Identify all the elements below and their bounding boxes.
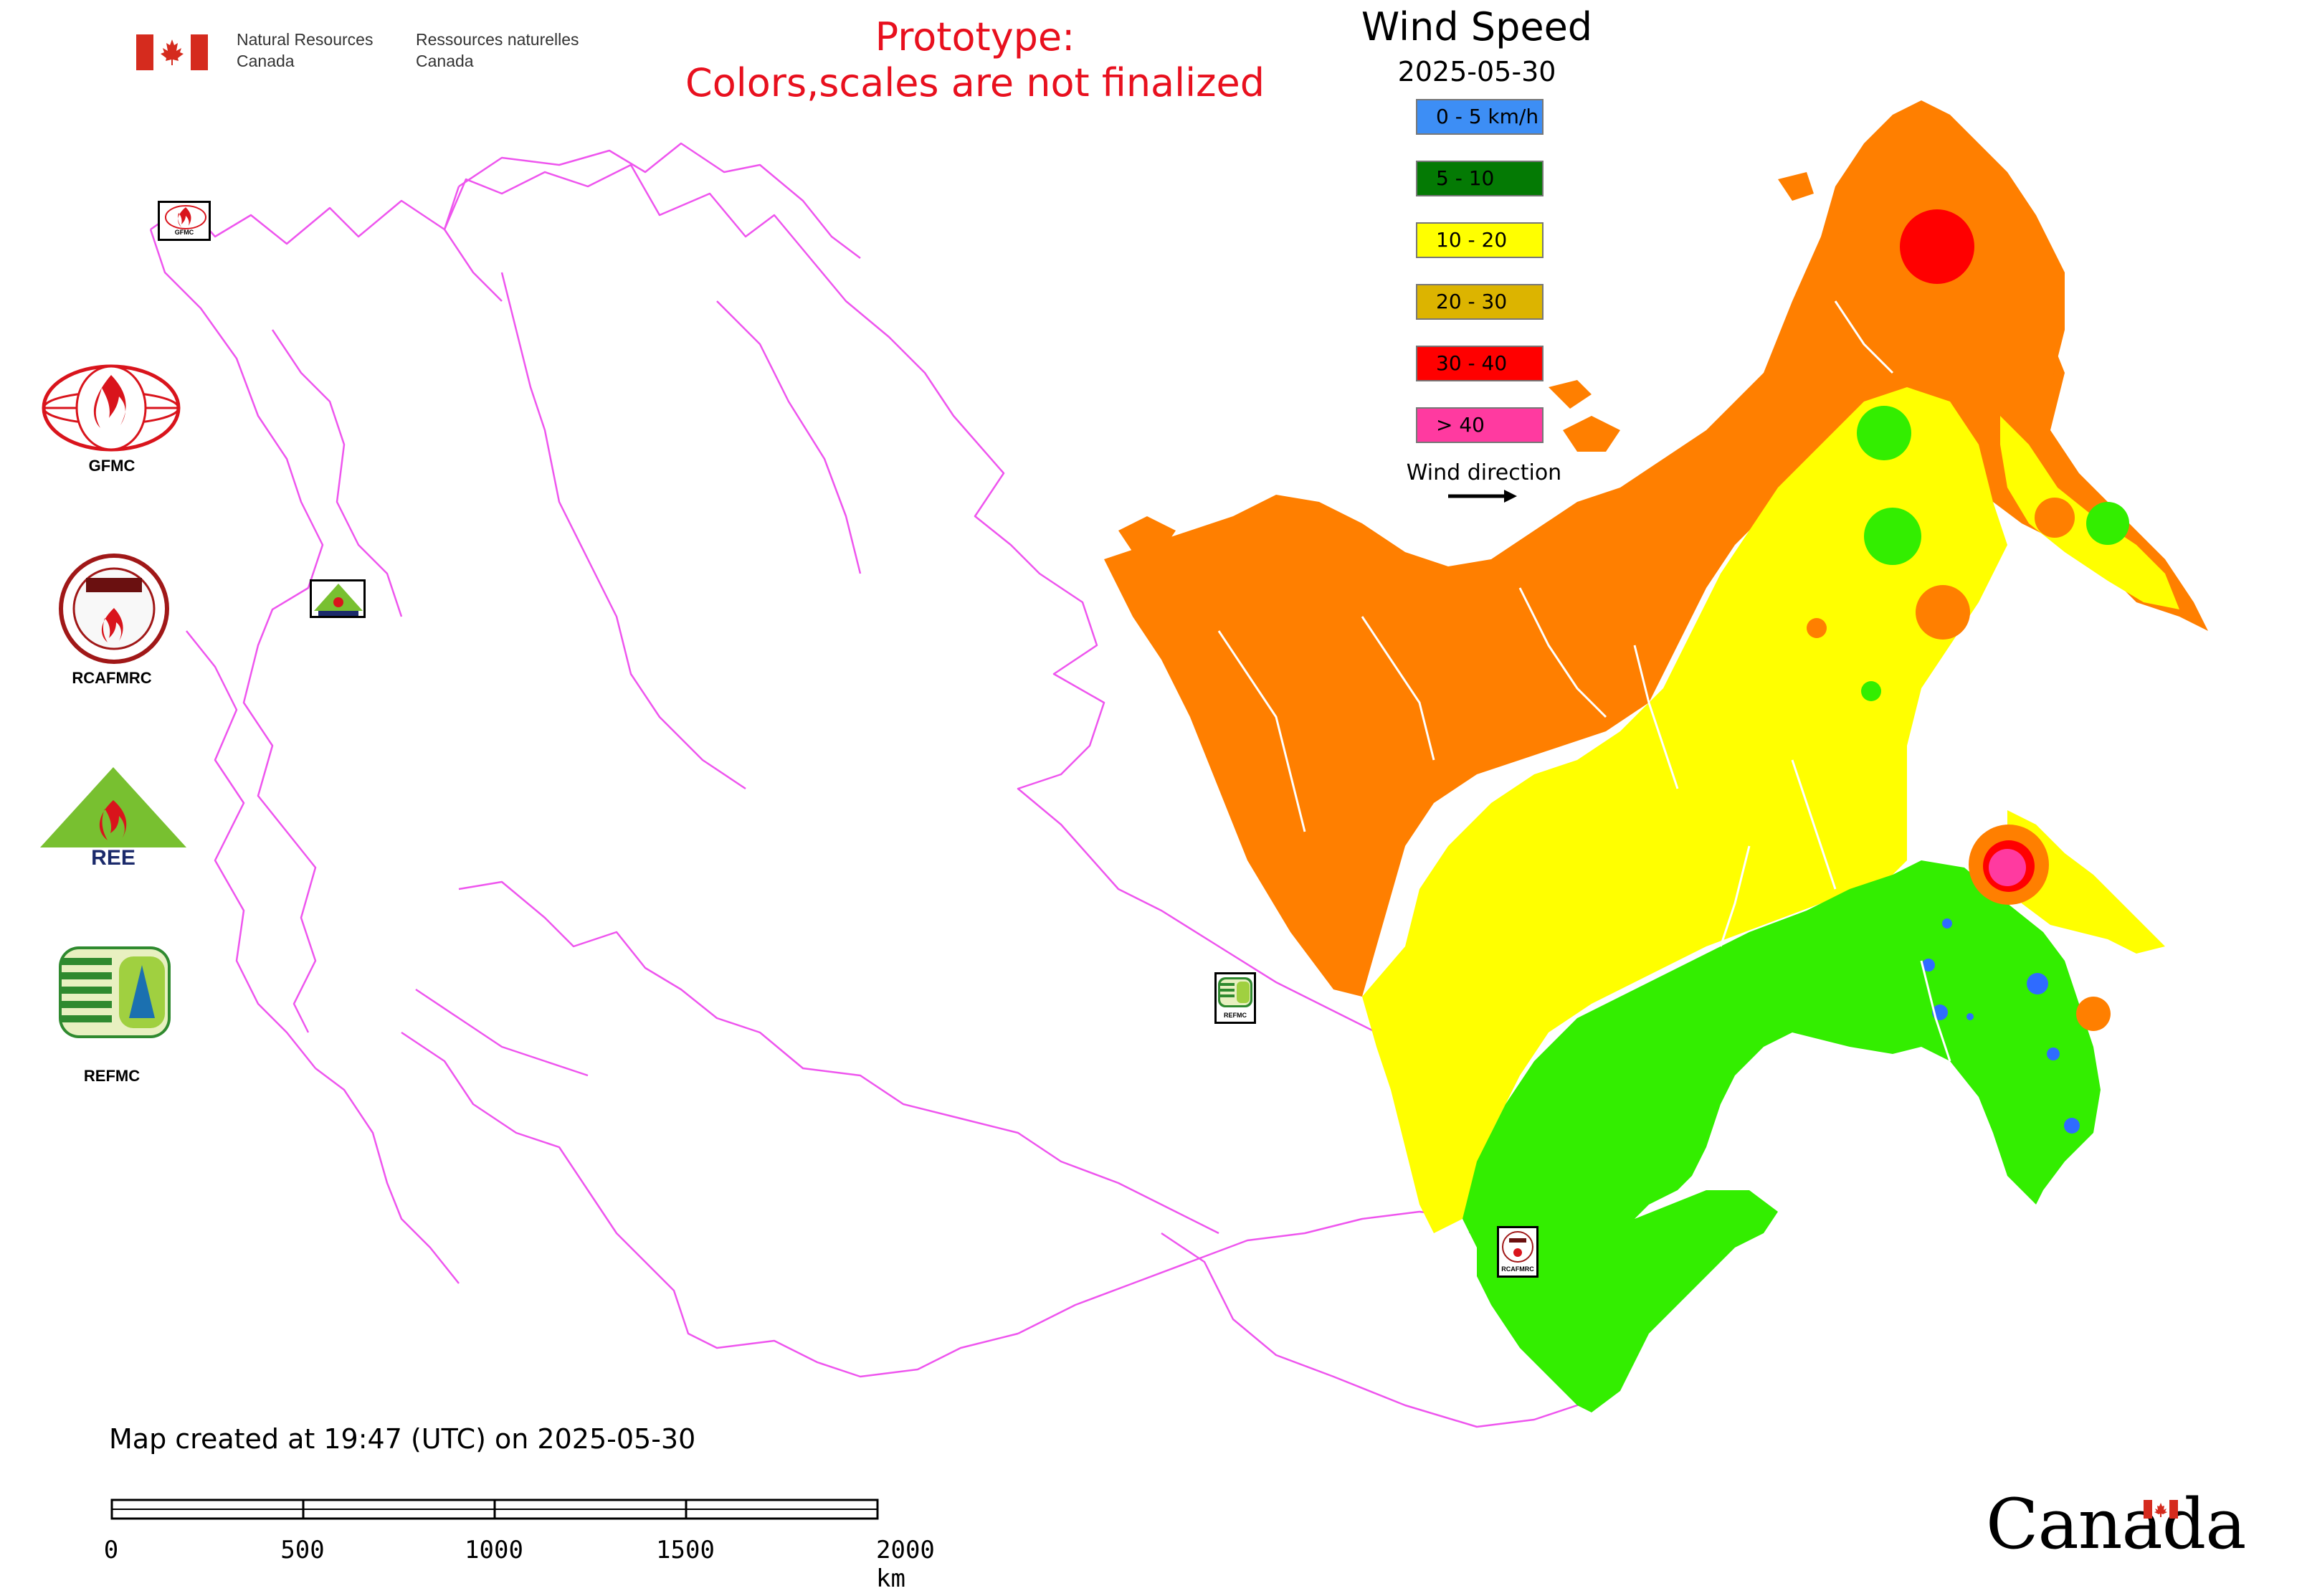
zone-blue-dot-3: [2027, 973, 2048, 994]
gfmc-logo-icon: [40, 362, 182, 457]
boundary-central-asia: [401, 1031, 1019, 1378]
nrcan-signature: Natural Resources Canada Ressources natu…: [136, 29, 602, 72]
map-marker-reefmc[interactable]: [310, 579, 366, 618]
country-boundaries: [149, 142, 1621, 1428]
zone-green-blob-3: [1861, 681, 1881, 701]
zone-orange-blob-3: [2035, 498, 2075, 538]
svg-text:REE: REE: [91, 846, 135, 870]
scale-label-1000: 1000: [465, 1536, 523, 1564]
zone-blue-dot-6: [2064, 1118, 2080, 1134]
gfmc-label: GFMC: [88, 457, 135, 475]
legend-item: 0 - 5 km/h: [1416, 99, 1544, 135]
map-creation-timestamp: Map created at 19:47 (UTC) on 2025-05-30: [109, 1423, 696, 1455]
boundary-siberia-inner: [500, 272, 746, 790]
zone-5-10-green: [1462, 860, 2101, 1412]
boundary-arctic-islands: [458, 142, 861, 259]
scale-label-0: 0: [103, 1536, 119, 1564]
wind-direction-label: Wind direction: [1406, 460, 1562, 485]
boundary-kazakhstan: [458, 880, 1219, 1235]
canada-flag-icon: [136, 34, 208, 70]
wind-direction-arrow-icon: [1448, 490, 1517, 503]
boundary-kola: [443, 186, 503, 302]
zone-10-20-yellow-kamchatka: [2000, 416, 2179, 609]
boundary-caucasus: [315, 1068, 460, 1284]
zone-10-20-yellow: [1362, 387, 2007, 1233]
legend-title: Wind Speed: [1361, 4, 1593, 49]
boundary-ural: [716, 300, 862, 574]
zone-orange-blob-1: [1916, 585, 1970, 640]
boundary-baltic: [271, 329, 403, 617]
boundary-europe-west: [186, 630, 316, 1069]
scale-label-2000: 2000 km: [876, 1536, 935, 1593]
zone-blue-dot-7: [1966, 1013, 1974, 1020]
zone-over-40-magenta: [1989, 849, 2026, 886]
zone-blue-dot-5: [2047, 1048, 2060, 1060]
arctic-islands: [1118, 172, 1814, 552]
map-marker-gfmc[interactable]: GFMC: [158, 201, 211, 241]
boundary-scandinavia: [149, 229, 324, 1033]
scale-bar: 0 500 1000 1500 2000 km: [100, 1498, 975, 1593]
hydrography: [1217, 300, 1951, 1062]
department-name-fr: Ressources naturelles Canada: [416, 30, 579, 70]
zone-30-40-red-north: [1900, 209, 1974, 284]
zone-20-30-orange: [1104, 158, 2208, 997]
zone-green-blob-2: [1864, 508, 1921, 565]
legend-item: 10 - 20: [1416, 222, 1544, 258]
zone-blue-dot-1: [1922, 959, 1935, 972]
legend-item: 5 - 10: [1416, 161, 1544, 196]
boundary-tajik: [415, 988, 589, 1077]
department-name-en: Natural Resources Canada: [237, 30, 374, 70]
zone-10-20-yellow-sakhalin: [2007, 810, 2165, 954]
refmc-label: REFMC: [83, 1067, 141, 1085]
map-marker-rcafmrc[interactable]: RCAFMRC: [1497, 1226, 1538, 1278]
legend-item: > 40: [1416, 407, 1544, 443]
boundary-china-north: [1161, 1232, 1621, 1428]
prototype-notice: Prototype: Colors,scales are not finaliz…: [685, 14, 1265, 105]
zone-orange-blob-2: [1807, 618, 1827, 638]
rcafmrc-label: RCAFMRC: [72, 669, 152, 687]
refmc-logo-icon: [59, 946, 171, 1041]
wind-speed-zones: [1104, 100, 2208, 1412]
zone-green-blob-1: [1857, 406, 1911, 460]
zone-blue-dot-2: [1942, 918, 1952, 928]
canada-wordmark-flag-icon: [2144, 1500, 2178, 1519]
scale-label-500: 500: [280, 1536, 325, 1564]
legend-date: 2025-05-30: [1397, 56, 1556, 87]
scale-bar-graphic: [110, 1498, 879, 1520]
zone-orange-blob-5: [2076, 997, 2111, 1031]
legend-item: 30 - 40: [1416, 346, 1544, 381]
canada-wordmark: Canada: [1986, 1484, 2246, 1564]
rcafmrc-logo-icon: [57, 552, 171, 668]
map-marker-refmc[interactable]: REFMC: [1214, 972, 1256, 1024]
boundary-mongolia: [1017, 1210, 1535, 1335]
zone-green-blob-4: [2086, 502, 2129, 545]
boundary-russia-outline: [150, 163, 1493, 1234]
legend-item: 20 - 30: [1416, 284, 1544, 320]
scale-label-1500: 1500: [656, 1536, 715, 1564]
reefmc-logo-icon: REE: [37, 764, 189, 873]
